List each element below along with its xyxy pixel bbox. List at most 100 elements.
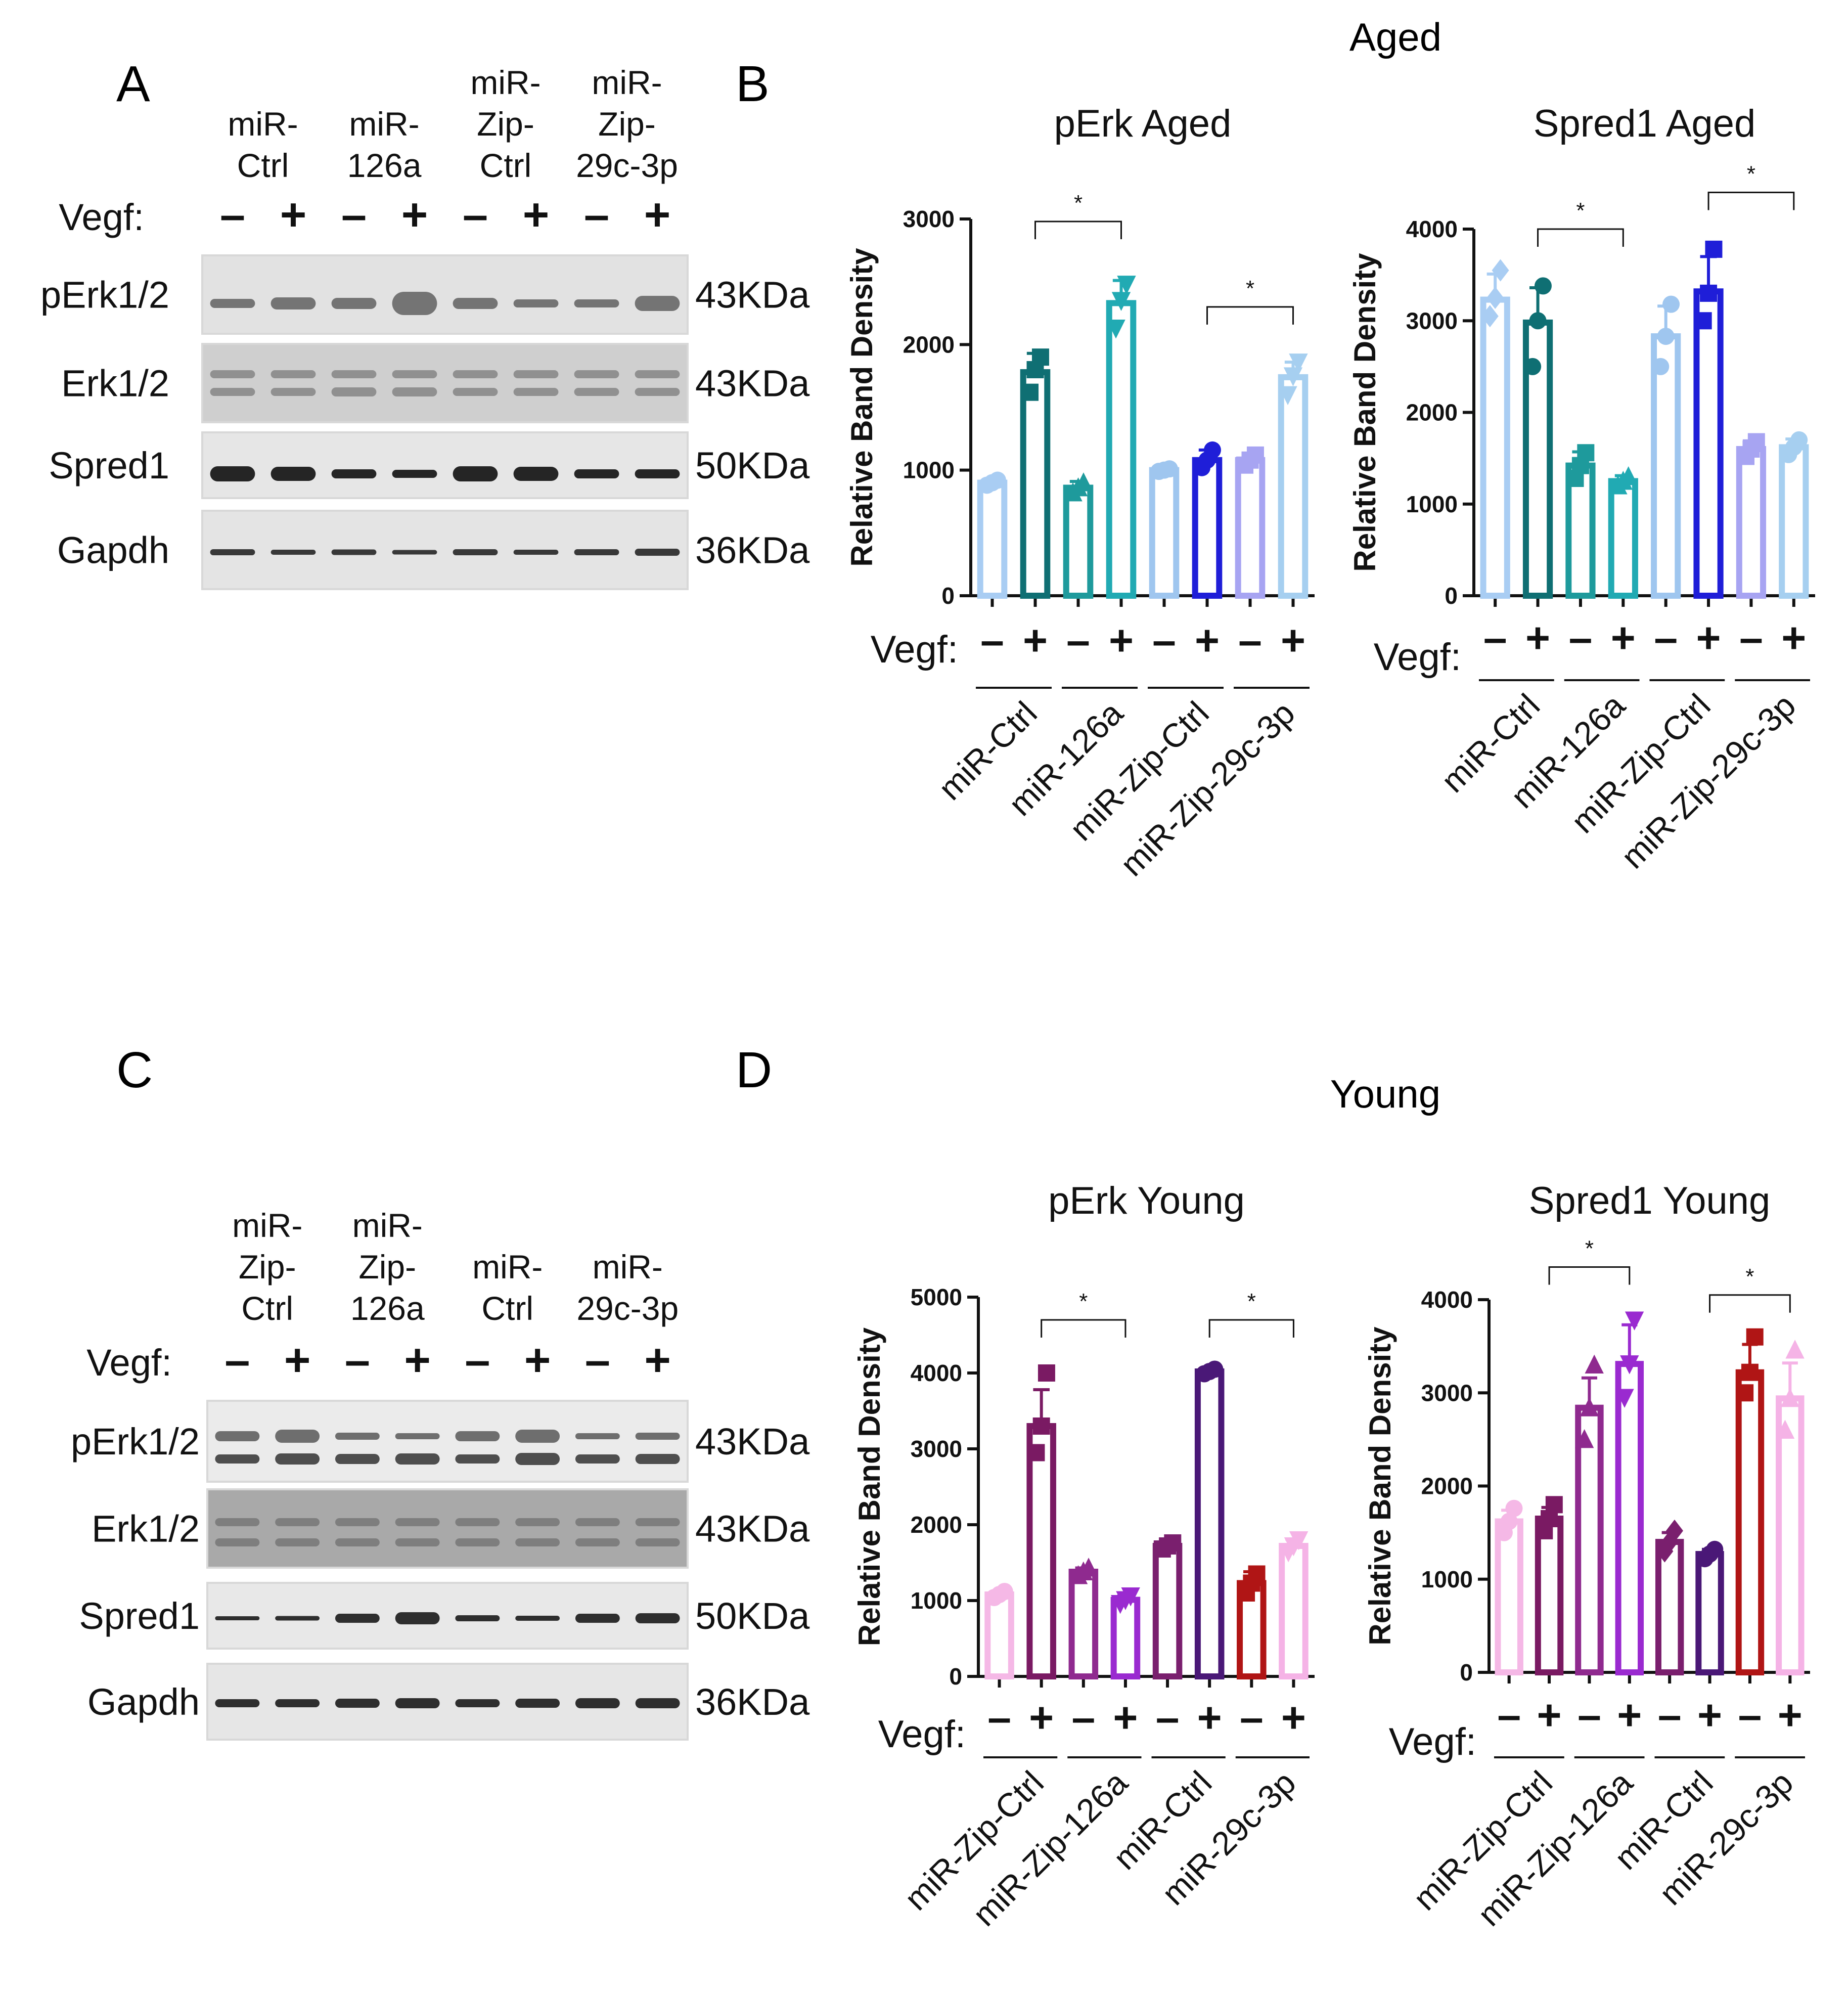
- blot-sign: –: [465, 1335, 490, 1386]
- blot-band: [455, 1518, 500, 1526]
- vegf-sign: +: [1281, 616, 1305, 664]
- y-axis-label: Relative Band Density: [1348, 253, 1382, 572]
- blot-size-label: 43KDa: [695, 1421, 810, 1463]
- vegf-sign: +: [1778, 1691, 1802, 1739]
- y-tick-label: 0: [941, 583, 955, 609]
- vegf-sign: –: [980, 616, 1004, 664]
- blot-group-label: Zip-: [477, 105, 534, 143]
- blot-size-label: 50KDa: [695, 445, 810, 486]
- data-point: [1246, 446, 1264, 464]
- data-point: [1705, 240, 1723, 258]
- bar: [1063, 484, 1094, 599]
- data-point: [1574, 1429, 1594, 1448]
- blot-band: [575, 1538, 620, 1546]
- data-point: [1492, 259, 1509, 282]
- blot-group-label: miR-: [472, 1248, 543, 1286]
- blot-band: [513, 370, 559, 378]
- blot-group-label: 29c-3p: [576, 1290, 679, 1327]
- data-point: [1289, 353, 1308, 373]
- vegf-label: Vegf:: [871, 628, 958, 671]
- data-point: [1775, 1420, 1795, 1439]
- data-point: [1706, 1540, 1724, 1558]
- y-tick-label: 1000: [1406, 491, 1458, 517]
- significance-bracket: [1206, 306, 1294, 325]
- chart-title: pErk Aged: [1054, 102, 1232, 145]
- data-point: [1524, 358, 1542, 375]
- vegf-sign: +: [1023, 616, 1048, 664]
- blot-band: [215, 1616, 260, 1620]
- blot-band: [275, 1538, 320, 1546]
- blot-size-label: 43KDa: [695, 363, 810, 405]
- data-point: [1580, 1397, 1599, 1416]
- chart-title: Spred1 Aged: [1534, 102, 1756, 145]
- blot-row-label: pErk1/2: [40, 274, 169, 316]
- blot-band: [515, 1518, 560, 1526]
- vegf-sign: –: [1497, 1691, 1521, 1739]
- blot-size-label: 43KDa: [695, 1508, 810, 1550]
- data-point: [1160, 460, 1178, 478]
- vegf-label: Vegf:: [1374, 636, 1461, 679]
- blot-band: [395, 1698, 440, 1708]
- blot-band: [515, 1453, 560, 1465]
- data-point: [1529, 312, 1547, 330]
- blot-band: [453, 549, 498, 555]
- data-point: [1117, 276, 1136, 295]
- vegf-sign: –: [1738, 1691, 1762, 1739]
- bar: [1278, 374, 1309, 599]
- blot-band: [635, 388, 680, 396]
- blot-band: [215, 1454, 260, 1464]
- vegf-sign: +: [1195, 616, 1220, 664]
- blot-band: [574, 370, 619, 378]
- y-tick-label: 0: [949, 1663, 962, 1690]
- data-point: [1700, 284, 1718, 302]
- blot-band: [635, 370, 680, 378]
- blot-group-label: Ctrl: [480, 147, 532, 184]
- y-tick-label: 1000: [1421, 1566, 1473, 1592]
- blot-band: [210, 299, 255, 308]
- significance-star: *: [1585, 1236, 1594, 1261]
- data-point: [1741, 1363, 1759, 1381]
- blot-strip: [201, 431, 689, 499]
- blot-band: [395, 1612, 440, 1624]
- blot-group-label: miR-: [593, 1248, 663, 1286]
- chart-perk-young: pErk Young Relative Band Density 0 1000 2000…: [852, 1179, 1315, 1933]
- bar: [1736, 446, 1767, 599]
- blot-band: [392, 470, 437, 478]
- blot-group-label: Ctrl: [241, 1290, 293, 1327]
- bar: [1194, 1368, 1225, 1679]
- data-point: [1662, 295, 1680, 313]
- data-point: [1665, 1519, 1683, 1542]
- bar: [1495, 1518, 1523, 1675]
- vegf-sign: –: [1066, 616, 1090, 664]
- blot-band: [515, 1430, 560, 1443]
- blot-band: [395, 1518, 440, 1526]
- blot-band: [275, 1430, 320, 1443]
- data-point: [1021, 383, 1039, 401]
- blot-size-label: 36KDa: [695, 529, 810, 571]
- y-tick-label: 4000: [1406, 216, 1458, 242]
- vegf-sign: +: [1113, 1694, 1138, 1741]
- bar: [1651, 333, 1681, 599]
- data-point: [1790, 431, 1808, 449]
- blot-band: [635, 1454, 680, 1464]
- blot-band: [515, 1699, 560, 1708]
- significance-star: *: [1074, 191, 1083, 215]
- data-point: [1619, 466, 1638, 485]
- significance-bracket: [1707, 192, 1795, 210]
- blot-band: [635, 1698, 680, 1708]
- vegf-sign: –: [1569, 614, 1593, 661]
- blot-band: [513, 550, 559, 555]
- bar: [1149, 467, 1180, 599]
- blot-band: [395, 1453, 440, 1465]
- panel-label-d: D: [736, 1042, 772, 1098]
- data-point: [1206, 1360, 1224, 1378]
- blot-group-label: 126a: [347, 147, 422, 184]
- vegf-sign: +: [1281, 1694, 1306, 1741]
- y-tick-label: 5000: [911, 1284, 962, 1310]
- y-tick-label: 2000: [1421, 1473, 1473, 1499]
- vegf-sign: +: [1029, 1694, 1054, 1741]
- blot-group-label: Zip-: [598, 105, 656, 143]
- vegf-sign: –: [1577, 1691, 1601, 1739]
- blot-band: [271, 467, 316, 481]
- blot-row-label: Erk1/2: [92, 1508, 200, 1550]
